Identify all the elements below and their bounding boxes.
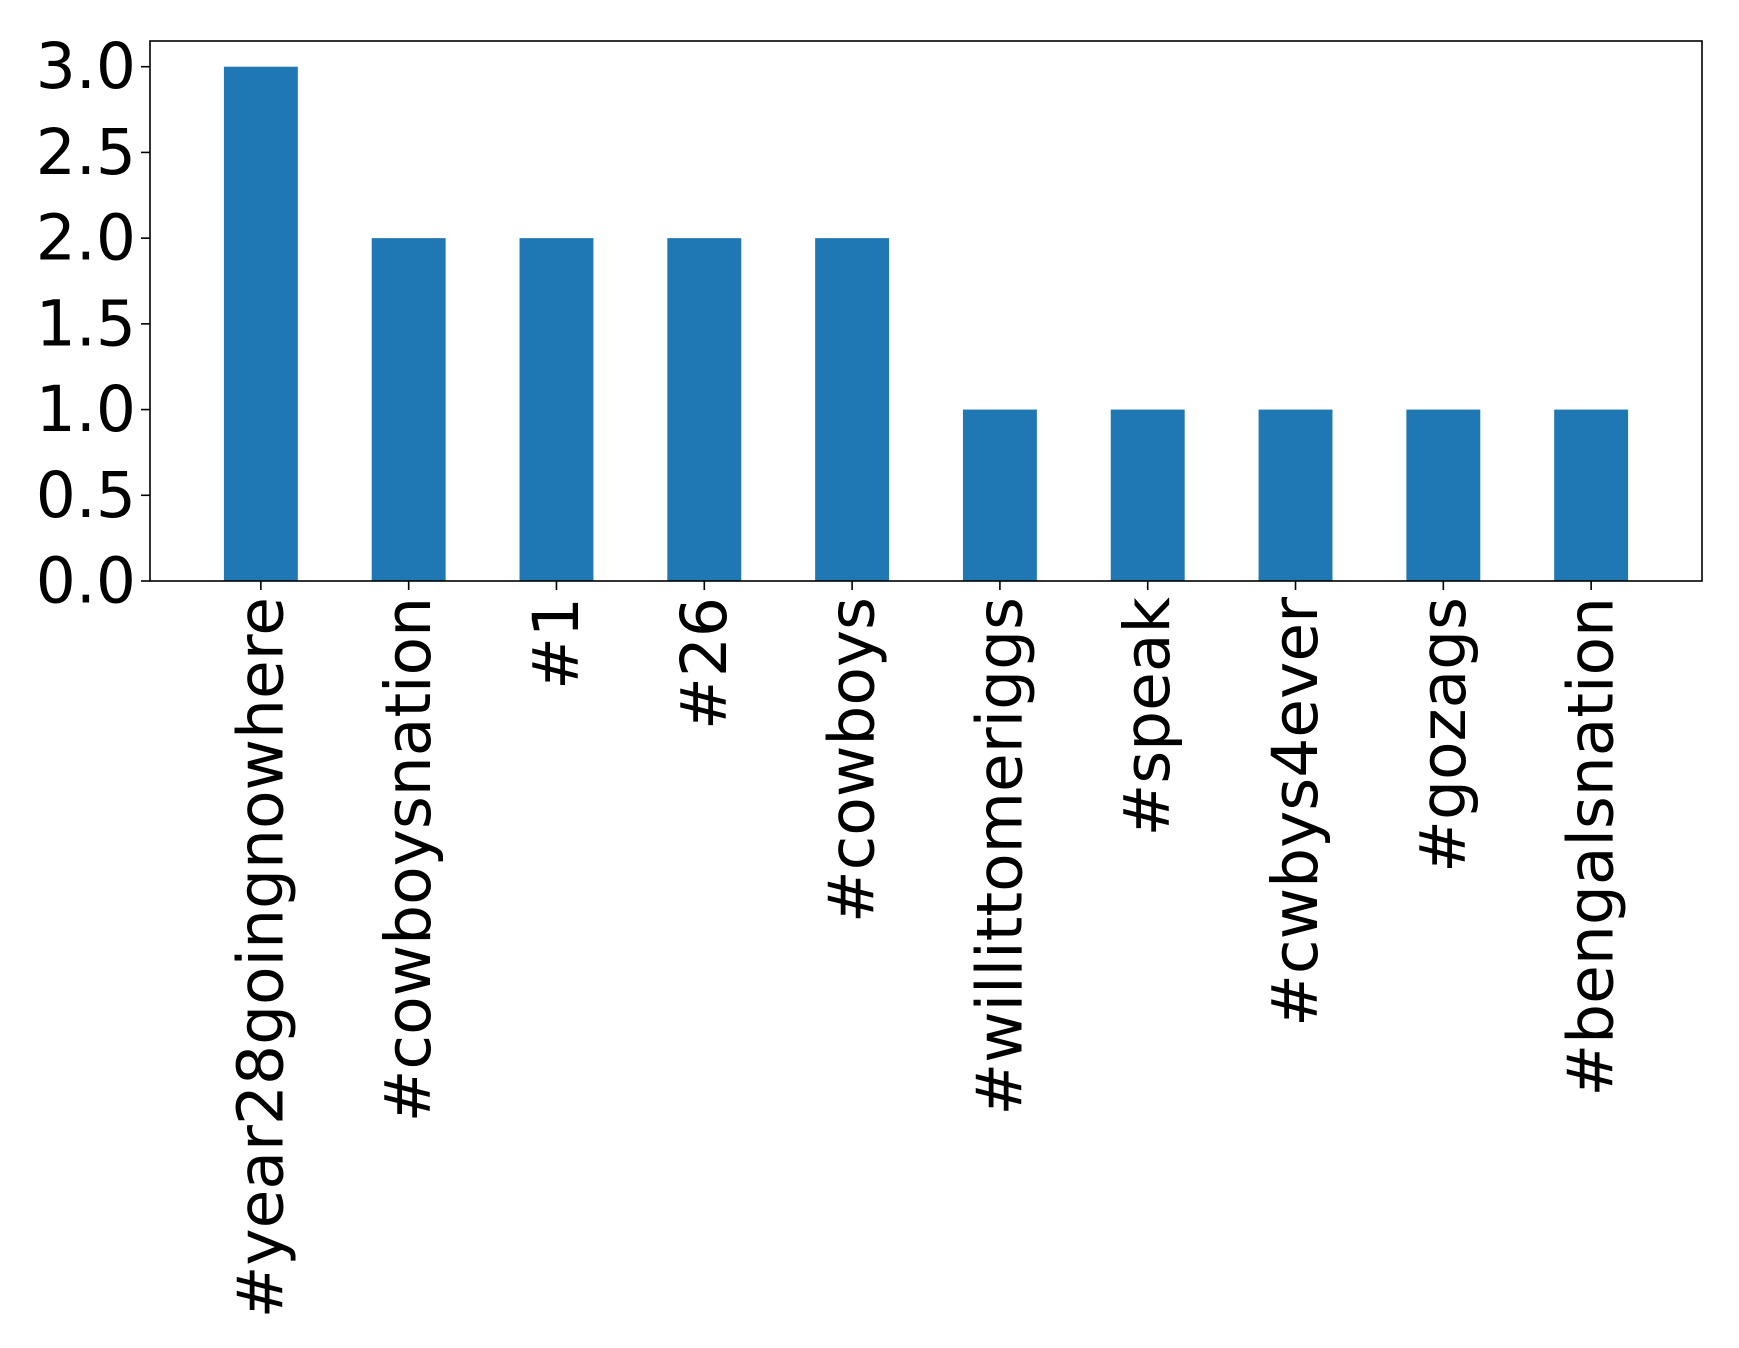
bar-8 bbox=[1406, 409, 1481, 581]
x-tick-label-5: #willittomeriggs bbox=[963, 597, 1036, 1116]
bar-9 bbox=[1554, 409, 1629, 581]
bars-layer bbox=[223, 66, 1629, 581]
x-tick-label-2: #1 bbox=[520, 597, 593, 690]
bar-1 bbox=[371, 238, 446, 581]
x-tick-label-1: #cowboysnation bbox=[372, 597, 445, 1122]
x-tick-label-9: #bengalsnation bbox=[1555, 597, 1628, 1097]
y-tick-label-4: 2.0 bbox=[36, 202, 136, 275]
x-axis: #year28goingnowhere #cowboysnation #1 #26 #c… bbox=[224, 581, 1628, 1318]
bar-3 bbox=[667, 238, 742, 581]
y-tick-label-3: 1.5 bbox=[36, 287, 136, 360]
bar-6 bbox=[1110, 409, 1185, 581]
bar-7 bbox=[1258, 409, 1333, 581]
x-tick-label-0: #year28goingnowhere bbox=[224, 597, 297, 1318]
bar-2 bbox=[519, 238, 594, 581]
y-tick-label-5: 2.5 bbox=[36, 116, 136, 189]
bar-0 bbox=[223, 66, 298, 581]
y-axis: 0.0 0.5 1.0 1.5 2.0 2.5 3.0 bbox=[36, 30, 150, 618]
bar-4 bbox=[815, 238, 890, 581]
y-tick-label-0: 0.0 bbox=[36, 545, 136, 618]
x-tick-label-8: #gozags bbox=[1407, 597, 1480, 873]
y-tick-label-2: 1.0 bbox=[36, 373, 136, 446]
y-tick-label-1: 0.5 bbox=[36, 459, 136, 532]
x-tick-label-7: #cwbys4ever bbox=[1259, 597, 1332, 1027]
bar-5 bbox=[962, 409, 1037, 581]
x-tick-label-3: #26 bbox=[668, 597, 741, 730]
y-tick-label-6: 3.0 bbox=[36, 30, 136, 103]
x-tick-label-4: #cowboys bbox=[816, 597, 889, 923]
plot-frame bbox=[149, 40, 1703, 582]
x-tick-label-6: #speak bbox=[1111, 596, 1184, 836]
